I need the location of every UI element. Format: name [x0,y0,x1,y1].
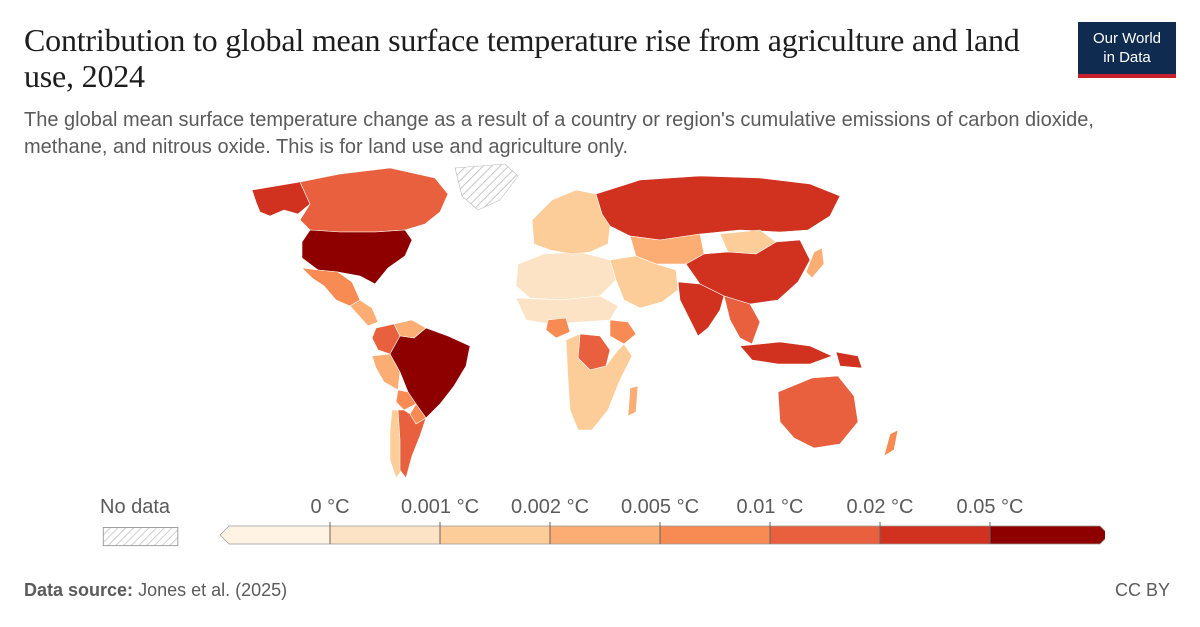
data-source-value[interactable]: Jones et al. (2025) [138,580,288,600]
map-region [805,247,825,279]
logo-line-1: Our World [1092,30,1162,47]
map-region [609,319,637,345]
world-map [251,163,899,479]
scale-label: 0.001 °C [400,496,480,518]
scale-label: 0.05 °C [956,496,1024,518]
scale-bin [659,525,771,545]
license[interactable]: CC BY [1114,580,1170,600]
scale-label: 0.01 °C [736,496,804,518]
no-data-swatch [102,527,179,547]
map-region [531,189,611,255]
chart-subtitle: The global mean surface temperature chan… [24,109,1094,158]
map-region [609,255,679,309]
color-scale [219,522,1105,545]
map-region [454,163,519,211]
map-region [739,341,833,365]
map-region [395,389,417,411]
map-region [677,281,725,337]
scale-bin [549,525,661,545]
scale-label: 0.005 °C [620,496,700,518]
data-source: Data source: Jones et al. (2025) [24,580,287,601]
scale-label: 0 °C [310,496,350,518]
map-region [835,351,863,369]
map-region [515,251,617,301]
scale-bin [879,525,991,545]
scale-bin [439,525,551,545]
map-region [251,181,311,217]
owid-logo[interactable]: Our World in Data [1078,22,1176,78]
scale-bin [219,525,331,545]
scale-bin [329,525,441,545]
data-source-label: Data source: [24,580,134,600]
chart-title: Contribution to global mean surface temp… [24,22,1020,94]
map-region [883,429,899,457]
scale-bin [769,525,881,545]
logo-line-2: in Data [1103,49,1151,66]
scale-bin [989,525,1105,545]
map-region [565,333,633,431]
map-region [595,175,841,241]
map-region [627,385,639,417]
map-region [301,229,413,285]
map-region [777,375,859,449]
no-data-label: No data [100,496,171,518]
map-region [389,327,471,419]
scale-label: 0.002 °C [510,496,590,518]
map-region [723,295,761,345]
map-region [299,167,449,233]
map-region [545,317,571,339]
map-region [349,299,379,327]
map-region [397,409,427,479]
scale-label: 0.02 °C [846,496,914,518]
map-region [515,295,619,325]
